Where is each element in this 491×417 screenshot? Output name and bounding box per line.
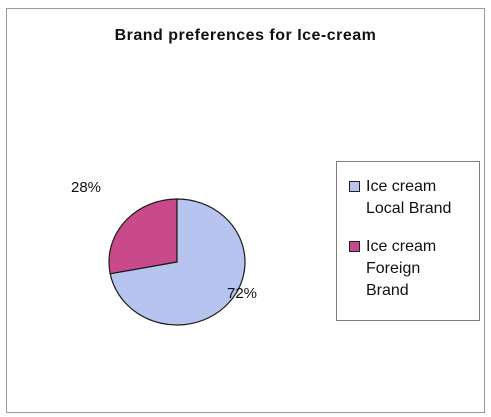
chart-area: Brand preferences for Ice-cream 72% 28% … <box>6 8 485 413</box>
legend-label-local: Ice cream Local Brand <box>366 178 452 217</box>
legend-label-foreign: Ice cream Foreign Brand <box>366 238 437 299</box>
pie-slice-foreign <box>108 198 178 275</box>
legend-item-foreign: Ice cream Foreign Brand <box>349 236 473 302</box>
legend-swatch-local <box>349 181 360 192</box>
legend-swatch-foreign <box>349 241 360 252</box>
pie-chart <box>108 198 246 326</box>
legend: Ice cream Local Brand Ice cream Foreign … <box>336 161 480 321</box>
data-label-foreign: 28% <box>71 179 102 196</box>
pie-slice-local <box>109 198 246 326</box>
legend-item-local: Ice cream Local Brand <box>349 176 473 220</box>
data-label-local: 72% <box>227 285 258 302</box>
chart-title: Brand preferences for Ice-cream <box>114 27 377 44</box>
